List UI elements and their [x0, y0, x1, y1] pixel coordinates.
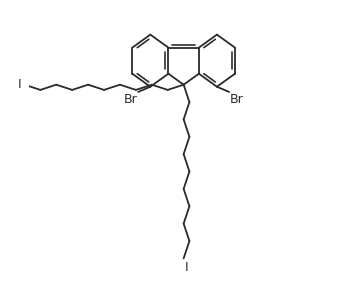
Text: Br: Br	[230, 93, 244, 106]
Text: Br: Br	[123, 93, 137, 106]
Text: I: I	[185, 261, 189, 274]
Text: I: I	[17, 78, 21, 91]
